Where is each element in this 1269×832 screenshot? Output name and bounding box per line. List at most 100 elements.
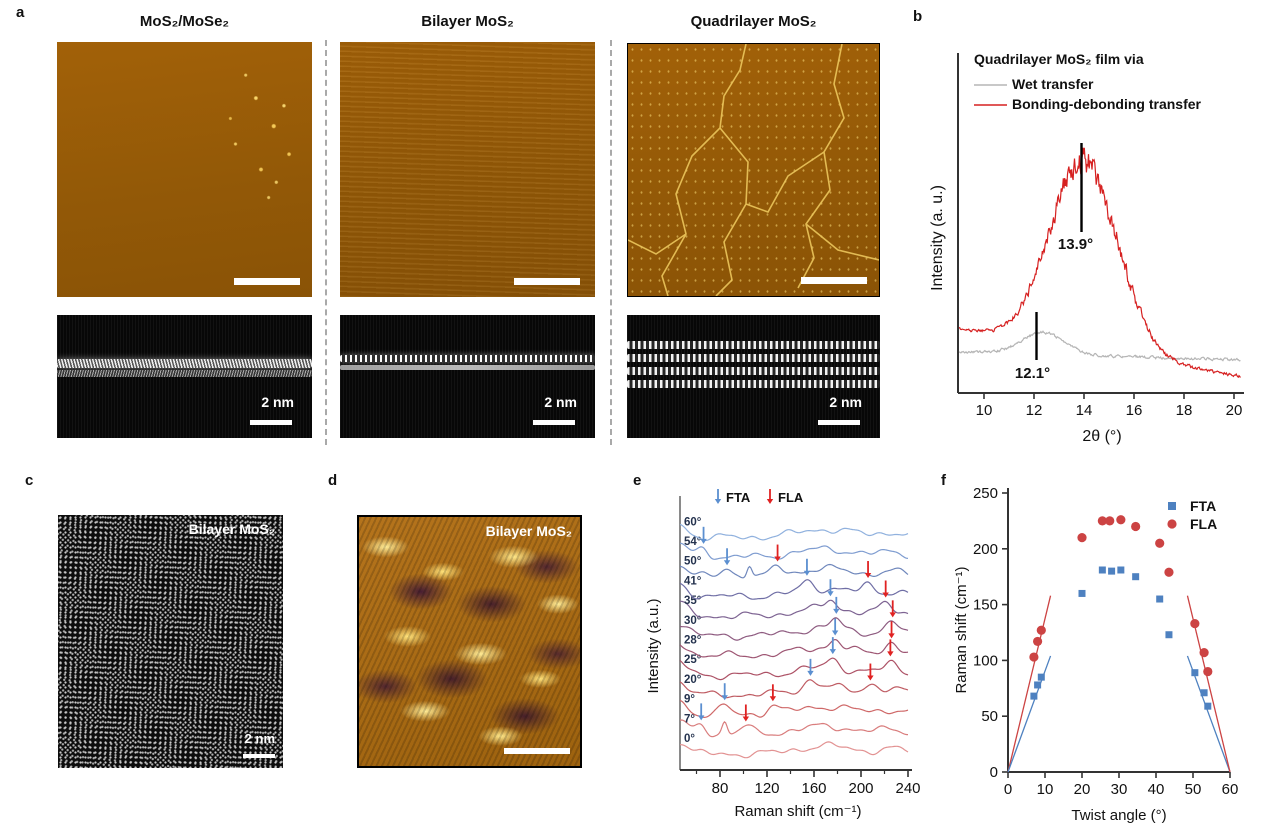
svg-text:Raman shift (cm⁻¹): Raman shift (cm⁻¹) [734,803,861,820]
svg-text:60: 60 [1222,781,1239,798]
afm-wrinkle-veins [628,44,879,296]
svg-text:Quadrilayer MoS₂ film via: Quadrilayer MoS₂ film via [974,51,1144,67]
svg-text:0°: 0° [684,733,695,745]
afm-particles [628,44,879,296]
moire-image-label: Bilayer MoS₂ [188,521,275,537]
tem-cross-section-bilayer: 2 nm [340,315,595,438]
svg-text:18: 18 [1176,402,1193,419]
afm-title-bilayer: Bilayer MoS₂ [421,13,514,30]
svg-text:9°: 9° [684,694,695,706]
panel-b-label: b [913,8,923,25]
svg-text:200: 200 [973,541,998,558]
panel-c-label: c [25,472,34,489]
tem-texture [340,315,595,438]
tem-layer [340,365,595,370]
svg-text:14: 14 [1076,402,1093,419]
svg-text:16: 16 [1126,402,1143,419]
svg-text:Twist angle (°): Twist angle (°) [1071,807,1166,824]
column-separator [610,40,612,445]
xrd-axes: 10 12 14 16 18 20 2θ (°) Intensity (a. u.) [930,53,1244,445]
afm-image-mos2-mose2 [57,42,312,297]
svg-text:30°: 30° [684,615,702,627]
tem-layer [340,355,595,362]
tem-layer [627,380,880,388]
xrd-legend: Quadrilayer MoS₂ film via Wet transfer Bon… [974,51,1202,112]
scale-bar [504,748,570,754]
svg-text:54°: 54° [684,536,702,548]
panel-a-label: a [16,4,25,21]
panel-f-label: f [941,472,946,489]
tem-scalebar-label: 2 nm [544,394,577,410]
afm-texture [359,517,580,766]
afm-moire-image: Bilayer MoS₂ [357,515,582,768]
tem-scalebar-label: 2 nm [829,394,862,410]
column-separator [325,40,327,445]
svg-text:13.9°: 13.9° [1058,236,1093,253]
scale-bar [250,420,292,425]
xrd-annotations: 12.1° 13.9° [1015,143,1093,382]
moire-scalebar-label: 2 nm [244,731,275,746]
tem-layer [627,341,880,349]
svg-text:0: 0 [1004,781,1012,798]
afm-surface [340,42,595,297]
svg-text:10: 10 [976,402,993,419]
svg-text:200: 200 [848,780,873,797]
svg-text:FTA: FTA [726,490,751,505]
svg-text:FTA: FTA [1190,498,1216,514]
svg-text:120: 120 [754,780,779,797]
svg-text:7°: 7° [684,713,695,725]
scatter-axes: 0 10 20 30 40 50 60 0 50 100 150 200 250 Twist angle … [953,485,1238,824]
svg-text:20: 20 [1226,402,1243,419]
svg-text:FLA: FLA [1190,516,1217,532]
afm-particles [57,42,312,297]
svg-text:250: 250 [973,485,998,502]
xrd-series [958,147,1241,379]
svg-text:20: 20 [1074,781,1091,798]
scale-bar [533,420,575,425]
raman-axes: 80 120 160 200 240 Raman shift (cm⁻¹) Intensit… [646,496,921,820]
afm-image-bilayer [340,42,595,297]
svg-text:35°: 35° [684,595,702,607]
tem-layer [57,370,312,377]
data-points [1029,515,1213,710]
svg-text:Bonding-debonding transfer: Bonding-debonding transfer [1012,96,1202,112]
svg-text:50: 50 [1185,781,1202,798]
tem-cross-section-mos2-mose2: 2 nm [57,315,312,438]
svg-text:20°: 20° [684,674,702,686]
panel-e-label: e [633,472,642,489]
svg-text:41°: 41° [684,575,702,587]
tem-layer [627,354,880,362]
panel-d-label: d [328,472,338,489]
scale-bar [234,278,300,285]
svg-text:10: 10 [1037,781,1054,798]
afm-terraces [340,42,595,297]
svg-text:80: 80 [712,780,729,797]
svg-text:0: 0 [990,764,998,781]
scale-bar [514,278,580,285]
svg-text:100: 100 [973,652,998,669]
svg-text:FLA: FLA [778,490,804,505]
svg-text:12: 12 [1026,402,1043,419]
scale-bar [243,754,275,758]
svg-text:28°: 28° [684,635,702,647]
svg-text:12.1°: 12.1° [1015,365,1050,382]
svg-text:25°: 25° [684,654,702,666]
tem-layer [627,367,880,375]
tem-scalebar-label: 2 nm [261,394,294,410]
svg-text:240: 240 [895,780,920,797]
svg-text:Intensity (a. u.): Intensity (a. u.) [930,185,946,291]
afm-title-mos2-mose2: MoS₂/MoSe₂ [139,13,230,30]
svg-text:40: 40 [1148,781,1165,798]
xrd-chart: 10 12 14 16 18 20 2θ (°) Intensity (a. u.) Quadr… [930,51,1244,445]
tem-texture [627,315,880,438]
scale-bar [801,277,867,284]
svg-text:30: 30 [1111,781,1128,798]
svg-text:50: 50 [981,708,998,725]
tem-layer [57,359,312,368]
svg-text:160: 160 [801,780,826,797]
svg-text:Intensity (a.u.): Intensity (a.u.) [646,598,662,693]
raman-vs-twist-chart: 0 10 20 30 40 50 60 0 50 100 150 200 250 Twist angle … [953,485,1238,824]
svg-text:60°: 60° [684,516,702,528]
afm-image-quadrilayer [627,43,880,297]
svg-text:Wet transfer: Wet transfer [1012,76,1094,92]
